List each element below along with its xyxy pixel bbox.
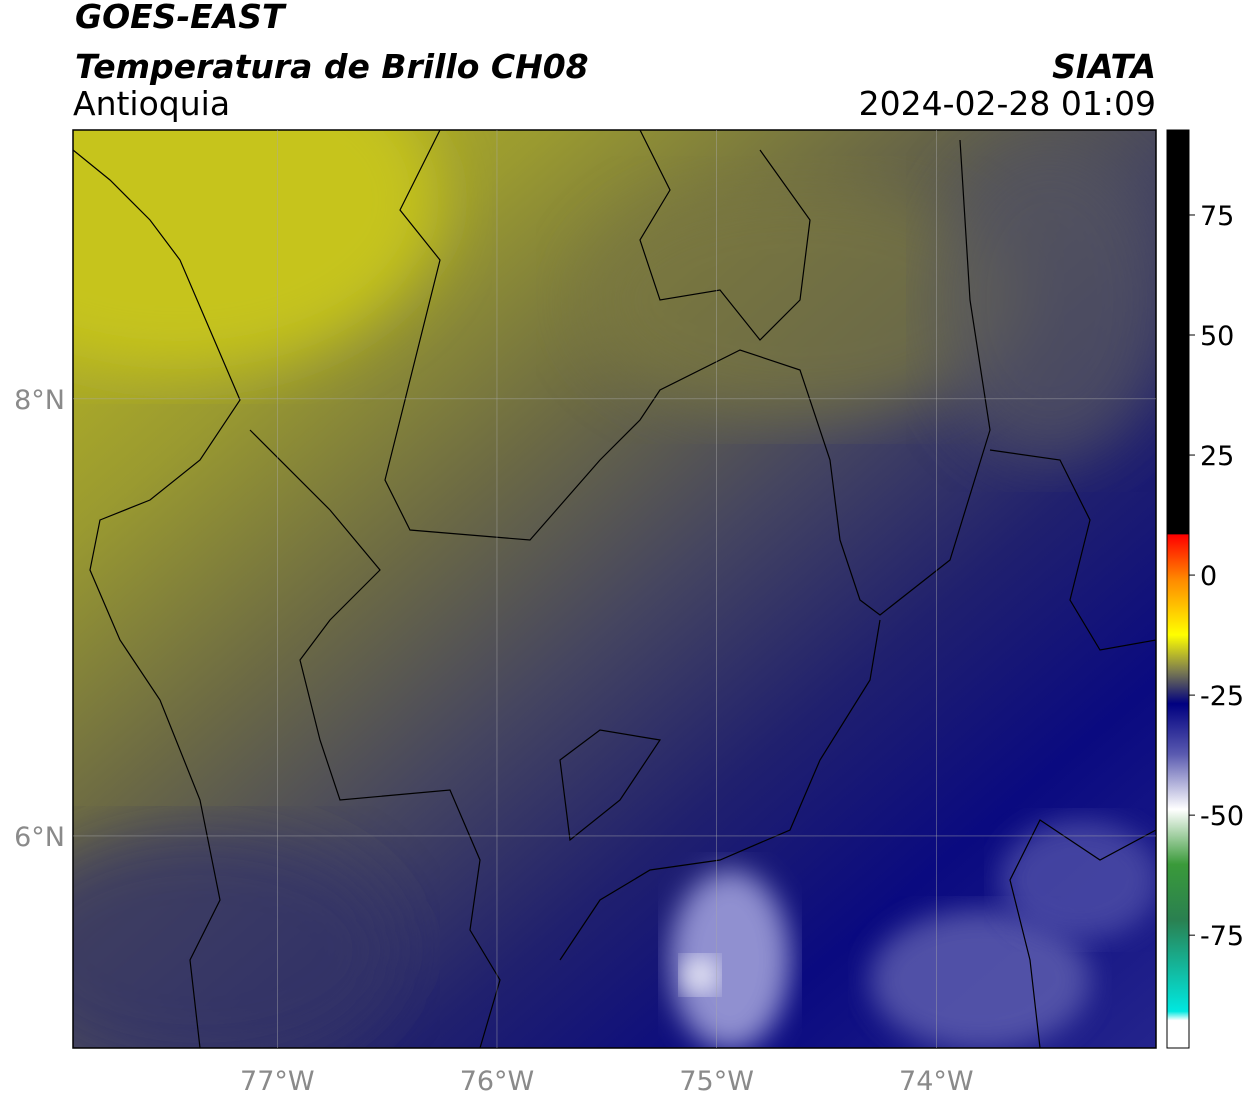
region: Antioquia xyxy=(73,84,230,123)
colorbar-tick-label: 50 xyxy=(1200,321,1234,352)
colorbar-tick-label: -25 xyxy=(1200,681,1244,712)
colorbar-tick-label: -50 xyxy=(1200,801,1244,832)
x-tick-label: 76°W xyxy=(460,1066,535,1097)
colorbar-tick-label: -75 xyxy=(1200,921,1244,952)
source: SIATA xyxy=(1052,47,1156,86)
x-tick-label: 74°W xyxy=(899,1066,974,1097)
colorbar xyxy=(1166,129,1190,1049)
colorbar-tick-label: 0 xyxy=(1200,561,1217,592)
y-tick-label: 6°N xyxy=(14,822,65,853)
map-frame xyxy=(72,129,1157,1049)
colorbar-tick-label: 25 xyxy=(1200,441,1234,472)
x-tick-label: 77°W xyxy=(240,1066,315,1097)
subtitle: Temperatura de Brillo CH08 xyxy=(75,47,589,86)
map-image xyxy=(73,130,1156,1048)
timestamp: 2024-02-28 01:09 xyxy=(859,84,1156,123)
y-tick-label: 8°N xyxy=(14,385,65,416)
colorbar-tick-label: 75 xyxy=(1200,201,1234,232)
x-tick-label: 75°W xyxy=(679,1066,754,1097)
title: GOES-EAST xyxy=(75,0,287,36)
